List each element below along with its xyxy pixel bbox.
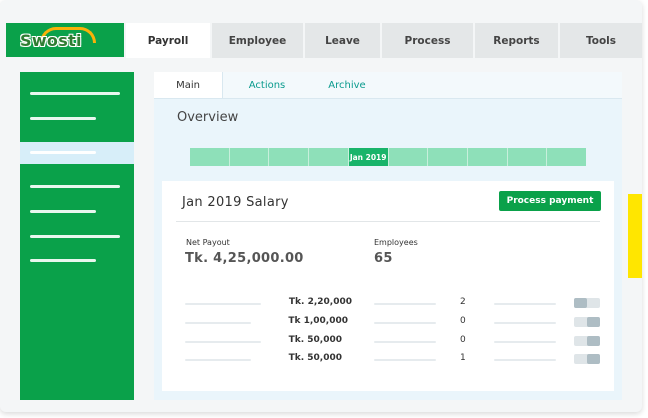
sidebar-item-placeholder: [30, 151, 96, 154]
row-placeholder: [494, 341, 556, 343]
payout-row: Tk 1,00,000 0: [162, 316, 614, 328]
row-placeholder: [374, 341, 436, 343]
employees-value: 65: [374, 251, 393, 266]
logo-text: Swosti: [20, 31, 82, 50]
row-placeholder: [185, 359, 251, 361]
row-placeholder: [185, 303, 261, 305]
payout-row: Tk. 50,000 1: [162, 353, 614, 365]
timeline-month[interactable]: [468, 148, 508, 166]
timeline-month[interactable]: [269, 148, 310, 166]
row-placeholder: [185, 341, 261, 343]
salary-title: Jan 2019 Salary: [182, 195, 289, 210]
timeline-month[interactable]: [230, 148, 270, 166]
row-amount: Tk. 50,000: [288, 353, 342, 363]
row-placeholder: [494, 359, 556, 361]
month-timeline: Jan 2019: [190, 148, 586, 166]
timeline-month-active[interactable]: Jan 2019: [348, 148, 389, 166]
yellow-scroll-accent[interactable]: [628, 194, 642, 278]
process-payment-button[interactable]: Process payment: [499, 191, 601, 211]
sidebar-item[interactable]: [30, 259, 96, 262]
row-count: 0: [460, 335, 466, 345]
subtab-main[interactable]: Main: [154, 72, 223, 98]
app-window: Swosti Payroll Employee Leave Process Re…: [0, 0, 642, 412]
tab-reports[interactable]: Reports: [475, 23, 558, 58]
sidebar-item[interactable]: [30, 117, 96, 120]
timeline-month[interactable]: [190, 148, 230, 166]
logo[interactable]: Swosti: [6, 23, 124, 57]
main-content: Main Actions Archive Overview Jan 2019 J…: [154, 72, 622, 400]
sidebar-item[interactable]: [30, 92, 120, 95]
row-amount: Tk 1,00,000: [288, 316, 348, 326]
payout-row: Tk. 2,20,000 2: [162, 297, 614, 309]
timeline-month[interactable]: [547, 148, 586, 166]
timeline-month[interactable]: [508, 148, 548, 166]
sidebar-item[interactable]: [30, 185, 120, 188]
salary-card: Jan 2019 Salary Process payment Net Payo…: [162, 181, 614, 391]
row-toggle[interactable]: [574, 336, 600, 346]
tab-tools[interactable]: Tools: [560, 23, 642, 58]
toggle-knob: [587, 354, 600, 364]
row-placeholder: [185, 322, 251, 324]
toggle-knob: [574, 298, 587, 308]
sidebar-item[interactable]: [30, 235, 120, 238]
row-toggle[interactable]: [574, 354, 600, 364]
main-tabs: Payroll Employee Leave Process Reports T…: [126, 23, 642, 58]
toggle-knob: [587, 317, 600, 327]
tab-employee[interactable]: Employee: [212, 23, 303, 58]
toggle-knob: [587, 336, 600, 346]
row-amount: Tk. 50,000: [288, 335, 342, 345]
row-amount: Tk. 2,20,000: [288, 297, 352, 307]
subtab-actions[interactable]: Actions: [248, 79, 286, 91]
tab-payroll[interactable]: Payroll: [126, 23, 210, 58]
row-placeholder: [494, 303, 556, 305]
timeline-month[interactable]: [428, 148, 468, 166]
sub-tabs: Main Actions Archive: [154, 72, 622, 99]
row-count: 1: [460, 353, 466, 363]
timeline-month[interactable]: [309, 148, 349, 166]
row-count: 0: [460, 316, 466, 326]
row-toggle[interactable]: [574, 298, 600, 308]
row-placeholder: [374, 322, 436, 324]
row-placeholder: [374, 303, 436, 305]
sidebar-item[interactable]: [30, 210, 96, 213]
row-placeholder: [374, 359, 436, 361]
net-payout-value: Tk. 4,25,000.00: [185, 251, 304, 266]
tab-leave[interactable]: Leave: [305, 23, 380, 58]
row-count: 2: [460, 297, 466, 307]
row-toggle[interactable]: [574, 317, 600, 327]
tab-process[interactable]: Process: [382, 23, 473, 58]
row-placeholder: [494, 322, 556, 324]
timeline-month[interactable]: [389, 148, 429, 166]
employees-label: Employees: [374, 238, 418, 247]
net-payout-label: Net Payout: [186, 238, 230, 247]
payout-row: Tk. 50,000 0: [162, 335, 614, 347]
sidebar: [20, 72, 134, 400]
overview-heading: Overview: [177, 110, 239, 125]
divider: [176, 221, 600, 222]
sidebar-item-active[interactable]: [20, 142, 134, 164]
subtab-archive[interactable]: Archive: [328, 79, 366, 91]
